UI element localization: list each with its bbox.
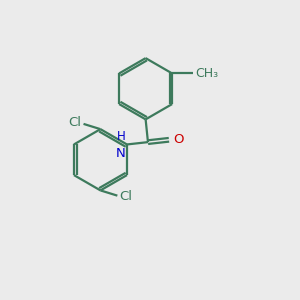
Text: Cl: Cl	[68, 116, 81, 129]
Text: H: H	[117, 130, 125, 143]
Text: CH₃: CH₃	[195, 67, 218, 80]
Text: N: N	[116, 147, 126, 160]
Text: Cl: Cl	[120, 190, 133, 203]
Text: O: O	[173, 133, 184, 146]
